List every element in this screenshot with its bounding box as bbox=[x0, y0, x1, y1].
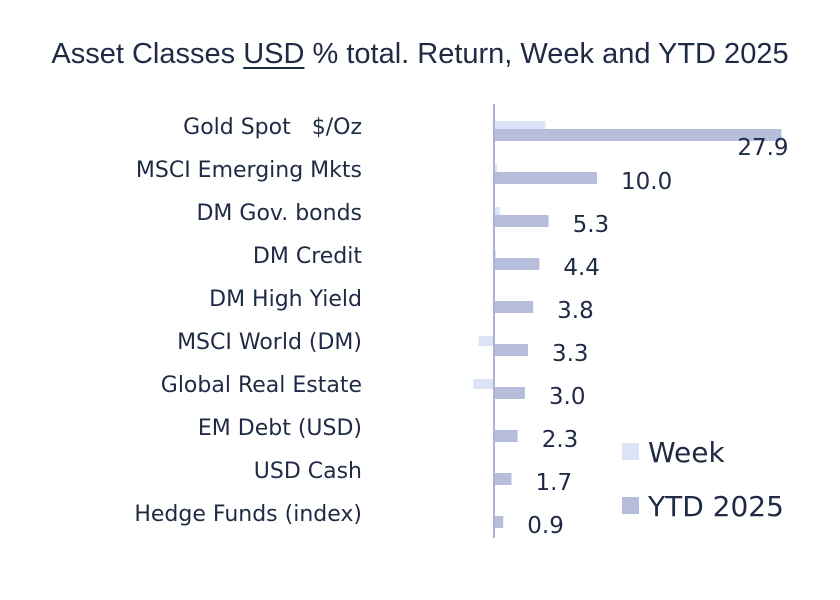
category-label: DM Gov. bonds bbox=[196, 201, 362, 226]
data-label: 3.8 bbox=[557, 298, 594, 324]
data-label: 0.9 bbox=[527, 513, 564, 539]
data-label: 5.3 bbox=[573, 212, 610, 238]
legend-ytd-swatch bbox=[622, 497, 639, 514]
category-label: MSCI Emerging Mkts bbox=[136, 158, 362, 183]
week-bar bbox=[494, 121, 546, 131]
title-suffix: % total. Return, Week and YTD 2025 bbox=[304, 38, 789, 70]
data-label: 3.3 bbox=[552, 341, 589, 367]
data-label: 10.0 bbox=[621, 169, 672, 195]
data-label: 3.0 bbox=[549, 384, 586, 410]
ytd-bar bbox=[494, 129, 782, 141]
ytd-bar bbox=[494, 344, 528, 356]
data-label: 2.3 bbox=[542, 427, 579, 453]
week-bar bbox=[494, 207, 501, 217]
category-label: USD Cash bbox=[254, 459, 362, 484]
ytd-bar bbox=[494, 258, 540, 270]
legend-ytd-label: YTD 2025 bbox=[647, 490, 784, 523]
week-bar bbox=[473, 379, 494, 389]
ytd-bar bbox=[494, 516, 504, 528]
category-label: DM High Yield bbox=[209, 287, 362, 312]
ytd-bar bbox=[494, 473, 512, 485]
title-usd: USD bbox=[243, 38, 305, 70]
legend-week-label: Week bbox=[648, 436, 725, 469]
category-label: Global Real Estate bbox=[161, 373, 362, 398]
ytd-bar bbox=[494, 430, 518, 442]
data-label: 27.9 bbox=[737, 135, 788, 161]
ytd-bar bbox=[494, 387, 525, 399]
legend-week-swatch bbox=[622, 443, 639, 460]
week-bar bbox=[478, 336, 494, 346]
category-label: Gold Spot $/Oz bbox=[183, 115, 362, 140]
category-label: EM Debt (USD) bbox=[198, 416, 362, 441]
data-label: 4.4 bbox=[563, 255, 600, 281]
week-bar bbox=[494, 164, 498, 174]
ytd-bar bbox=[494, 215, 549, 227]
category-label: DM Credit bbox=[253, 244, 362, 269]
ytd-bar bbox=[494, 301, 534, 313]
ytd-bar bbox=[494, 172, 597, 184]
category-label: Hedge Funds (index) bbox=[134, 502, 362, 527]
data-label: 1.7 bbox=[536, 470, 573, 496]
chart-title: Asset Classes USD % total. Return, Week … bbox=[0, 38, 840, 71]
category-label: MSCI World (DM) bbox=[177, 330, 362, 355]
title-prefix: Asset Classes bbox=[51, 38, 244, 70]
week-bar bbox=[494, 250, 497, 260]
